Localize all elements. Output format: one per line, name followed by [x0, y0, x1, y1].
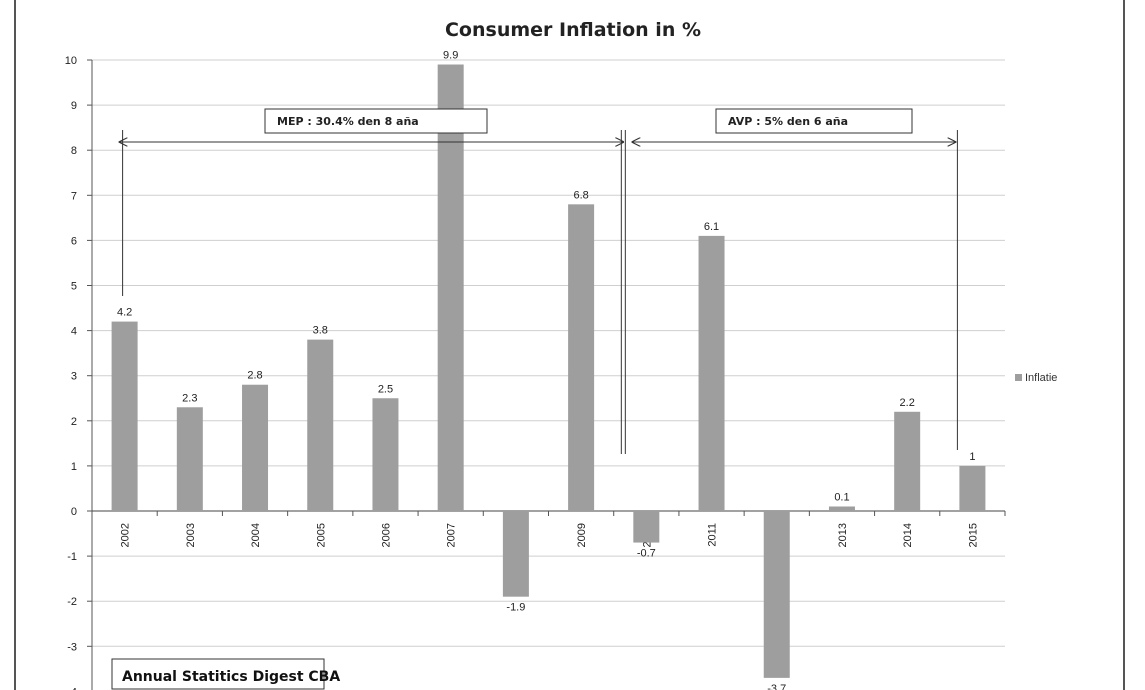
x-tick-label-2004: 2004 — [250, 523, 262, 547]
data-label-2013: 0.1 — [834, 491, 849, 503]
bar-2014 — [894, 411, 921, 511]
y-tick-label: 8 — [71, 145, 77, 157]
data-label-2002: 4.2 — [117, 307, 132, 319]
data-label-2014: 2.2 — [900, 397, 915, 409]
data-label-2010: -0.7 — [637, 548, 656, 560]
data-label-2007: 9.9 — [443, 50, 458, 62]
period-box-1 — [264, 108, 488, 134]
period-label-1: MEP : 30.4% den 8 aña — [277, 115, 419, 128]
y-tick-label: 3 — [71, 371, 77, 383]
y-tick-label: -2 — [67, 596, 77, 608]
data-label-2009: 6.8 — [573, 189, 588, 201]
chart-title: Consumer Inflation in % — [445, 19, 701, 41]
bar-2011 — [698, 235, 725, 511]
period-box-2 — [715, 108, 913, 134]
x-tick-label-2009: 2009 — [576, 523, 588, 547]
bar-2005 — [307, 339, 334, 511]
y-tick-label: 6 — [71, 235, 77, 247]
y-tick-label: -1 — [67, 551, 77, 563]
bar-2009 — [568, 204, 595, 511]
y-tick-label: -3 — [67, 641, 77, 653]
x-tick-label-2013: 2013 — [837, 523, 849, 547]
x-tick-label-2002: 2002 — [120, 523, 132, 547]
data-label-2005: 3.8 — [313, 325, 328, 337]
bar-2013 — [828, 506, 855, 511]
source-note: Annual Statitics Digest CBA — [122, 669, 340, 685]
y-tick-label: 5 — [71, 281, 77, 293]
period-annotations: MEP : 30.4% den 8 aña AVP : 5% den 6 aña — [120, 108, 958, 454]
grid-lines — [92, 59, 1005, 647]
legend: Inflatie — [1015, 372, 1057, 384]
y-tick-label: -4 — [67, 686, 77, 690]
y-tick-label: 7 — [71, 190, 77, 202]
data-labels: 4.2 2.3 2.8 3.8 2.5 9.9 -1.9 6.8 -0.7 6.1 -3.7 0.1 2… — [117, 50, 975, 690]
bar-2015 — [959, 465, 986, 511]
y-tick-label: 9 — [71, 100, 77, 112]
source-note-box: Annual Statitics Digest CBA — [111, 658, 340, 690]
data-label-2006: 2.5 — [378, 383, 393, 395]
bar-2006 — [372, 398, 399, 511]
x-tick-label-2007: 2007 — [446, 523, 458, 547]
period-label-2: AVP : 5% den 6 aña — [728, 115, 848, 128]
y-tick-label: 0 — [71, 506, 77, 518]
bar-2003 — [176, 407, 203, 511]
y-tick-label: 10 — [65, 55, 77, 67]
data-label-2003: 2.3 — [182, 392, 197, 404]
y-tick-label: 2 — [71, 416, 77, 428]
data-label-2004: 2.8 — [247, 370, 262, 382]
bar-2012 — [763, 511, 790, 678]
data-label-2015: 1 — [969, 451, 975, 463]
x-tick-label-2005: 2005 — [315, 523, 327, 547]
legend-label-inflatie: Inflatie — [1025, 372, 1057, 384]
bar-2008 — [502, 511, 529, 597]
bar-2010 — [633, 511, 660, 543]
y-tick-label: 1 — [71, 461, 77, 473]
data-label-2012: -3.7 — [767, 683, 786, 690]
data-label-2011: 6.1 — [704, 221, 719, 233]
x-tick-label-2014: 2014 — [902, 523, 914, 547]
y-tick-label: 4 — [71, 326, 77, 338]
x-tick-label-2015: 2015 — [967, 523, 979, 547]
bars — [111, 64, 986, 678]
data-label-2008: -1.9 — [506, 602, 525, 614]
legend-swatch — [1015, 374, 1022, 381]
bar-2002 — [111, 321, 138, 511]
x-tick-label-2011: 2011 — [707, 523, 719, 547]
x-tick-label-2003: 2003 — [185, 523, 197, 547]
bar-2004 — [242, 384, 269, 511]
x-tick-label-2006: 2006 — [380, 523, 392, 547]
